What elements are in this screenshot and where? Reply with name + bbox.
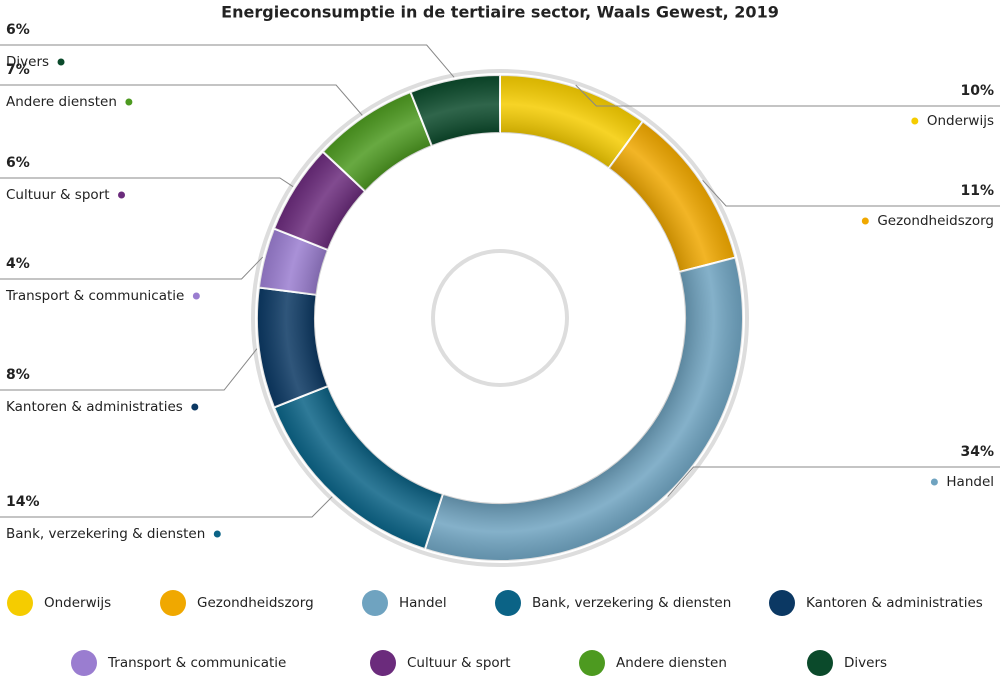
callout-line (0, 496, 333, 518)
legend-label: Divers (844, 655, 887, 671)
value-label: 11% (960, 183, 994, 199)
label-dot (118, 191, 126, 199)
callout-line (575, 84, 1000, 107)
callout-line (0, 84, 363, 116)
legend-swatch (362, 590, 388, 616)
slice-label: Bank, verzekering & diensten (6, 526, 205, 542)
slice-label: Andere diensten (6, 94, 117, 110)
value-label: 10% (960, 83, 994, 99)
legend-swatch (7, 590, 33, 616)
legend-label: Kantoren & administraties (806, 595, 983, 611)
legend-swatch (370, 650, 396, 676)
slice-label: Divers (6, 54, 49, 70)
slice-label: Gezondheidszorg (877, 213, 994, 229)
slice-label: Handel (946, 474, 994, 490)
legend-swatch (769, 590, 795, 616)
legend-label: Gezondheidszorg (197, 595, 314, 611)
legend-label: Cultuur & sport (407, 655, 511, 671)
value-label: 7% (6, 62, 30, 78)
callout-line (0, 177, 294, 188)
callout-line (0, 256, 264, 280)
label-dot (57, 58, 65, 66)
label-dot (911, 117, 919, 125)
callout-line (702, 179, 1000, 207)
legend-label: Transport & communicatie (107, 655, 286, 671)
legend-swatch (160, 590, 186, 616)
legend-swatch (71, 650, 97, 676)
label-dot (213, 530, 221, 538)
slice-label: Onderwijs (927, 113, 994, 129)
value-label: 8% (6, 367, 30, 383)
value-label: 6% (6, 155, 30, 171)
callout-line (0, 348, 258, 391)
legend-label: Bank, verzekering & diensten (532, 595, 731, 611)
value-label: 6% (6, 22, 30, 38)
slice-label: Kantoren & administraties (6, 399, 183, 415)
slice-label: Transport & communicatie (5, 288, 184, 304)
label-dot (125, 98, 133, 106)
callout-line (667, 466, 1000, 497)
legend-swatch (807, 650, 833, 676)
label-dot (192, 292, 200, 300)
value-label: 4% (6, 256, 30, 272)
inner-ring (431, 249, 569, 387)
value-label: 14% (6, 494, 40, 510)
legend-swatch (495, 590, 521, 616)
legend-label: Handel (399, 595, 447, 611)
value-label: 34% (960, 444, 994, 460)
slice-label: Cultuur & sport (6, 187, 110, 203)
legend-label: Onderwijs (44, 595, 111, 611)
label-dot (191, 403, 199, 411)
label-dot (861, 217, 869, 225)
label-dot (930, 478, 938, 486)
legend-swatch (579, 650, 605, 676)
legend-label: Andere diensten (616, 655, 727, 671)
chart-title: Energieconsumptie in de tertiaire sector… (221, 3, 779, 22)
callout-line (0, 44, 455, 78)
